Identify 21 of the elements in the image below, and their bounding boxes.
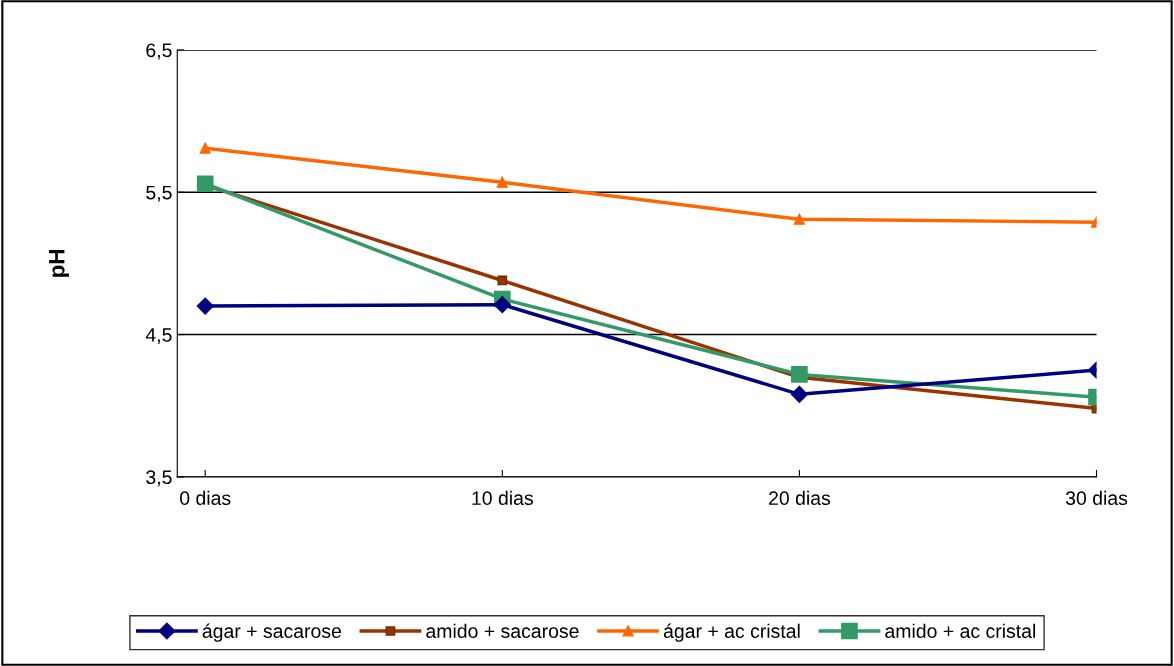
legend-label: amido + ac cristal xyxy=(885,623,1035,638)
legend-label: amido + sacarose xyxy=(426,623,579,638)
point xyxy=(196,175,214,193)
x-tick-label: 10 dias xyxy=(472,490,533,506)
y-tick-label: 6,5 xyxy=(146,43,172,60)
point xyxy=(790,385,808,403)
point xyxy=(496,176,508,188)
y-tick-label: 4,5 xyxy=(145,328,172,345)
y-tick-label: 5,5 xyxy=(146,185,172,202)
x-tick-label: 30 dias xyxy=(1065,490,1128,506)
y-tick-label: 3,5 xyxy=(146,470,172,487)
x-tick-label: 0 dias xyxy=(180,490,231,506)
x-tick-label: 20 dias xyxy=(769,490,831,506)
y-axis-title: pH xyxy=(49,250,69,277)
point xyxy=(793,213,805,225)
point xyxy=(196,297,214,315)
point xyxy=(199,142,211,154)
legend-label: ágar + sacarose xyxy=(202,623,341,642)
point xyxy=(493,296,511,314)
legend-label: ágar + ac cristal xyxy=(663,623,800,642)
point xyxy=(791,366,808,383)
